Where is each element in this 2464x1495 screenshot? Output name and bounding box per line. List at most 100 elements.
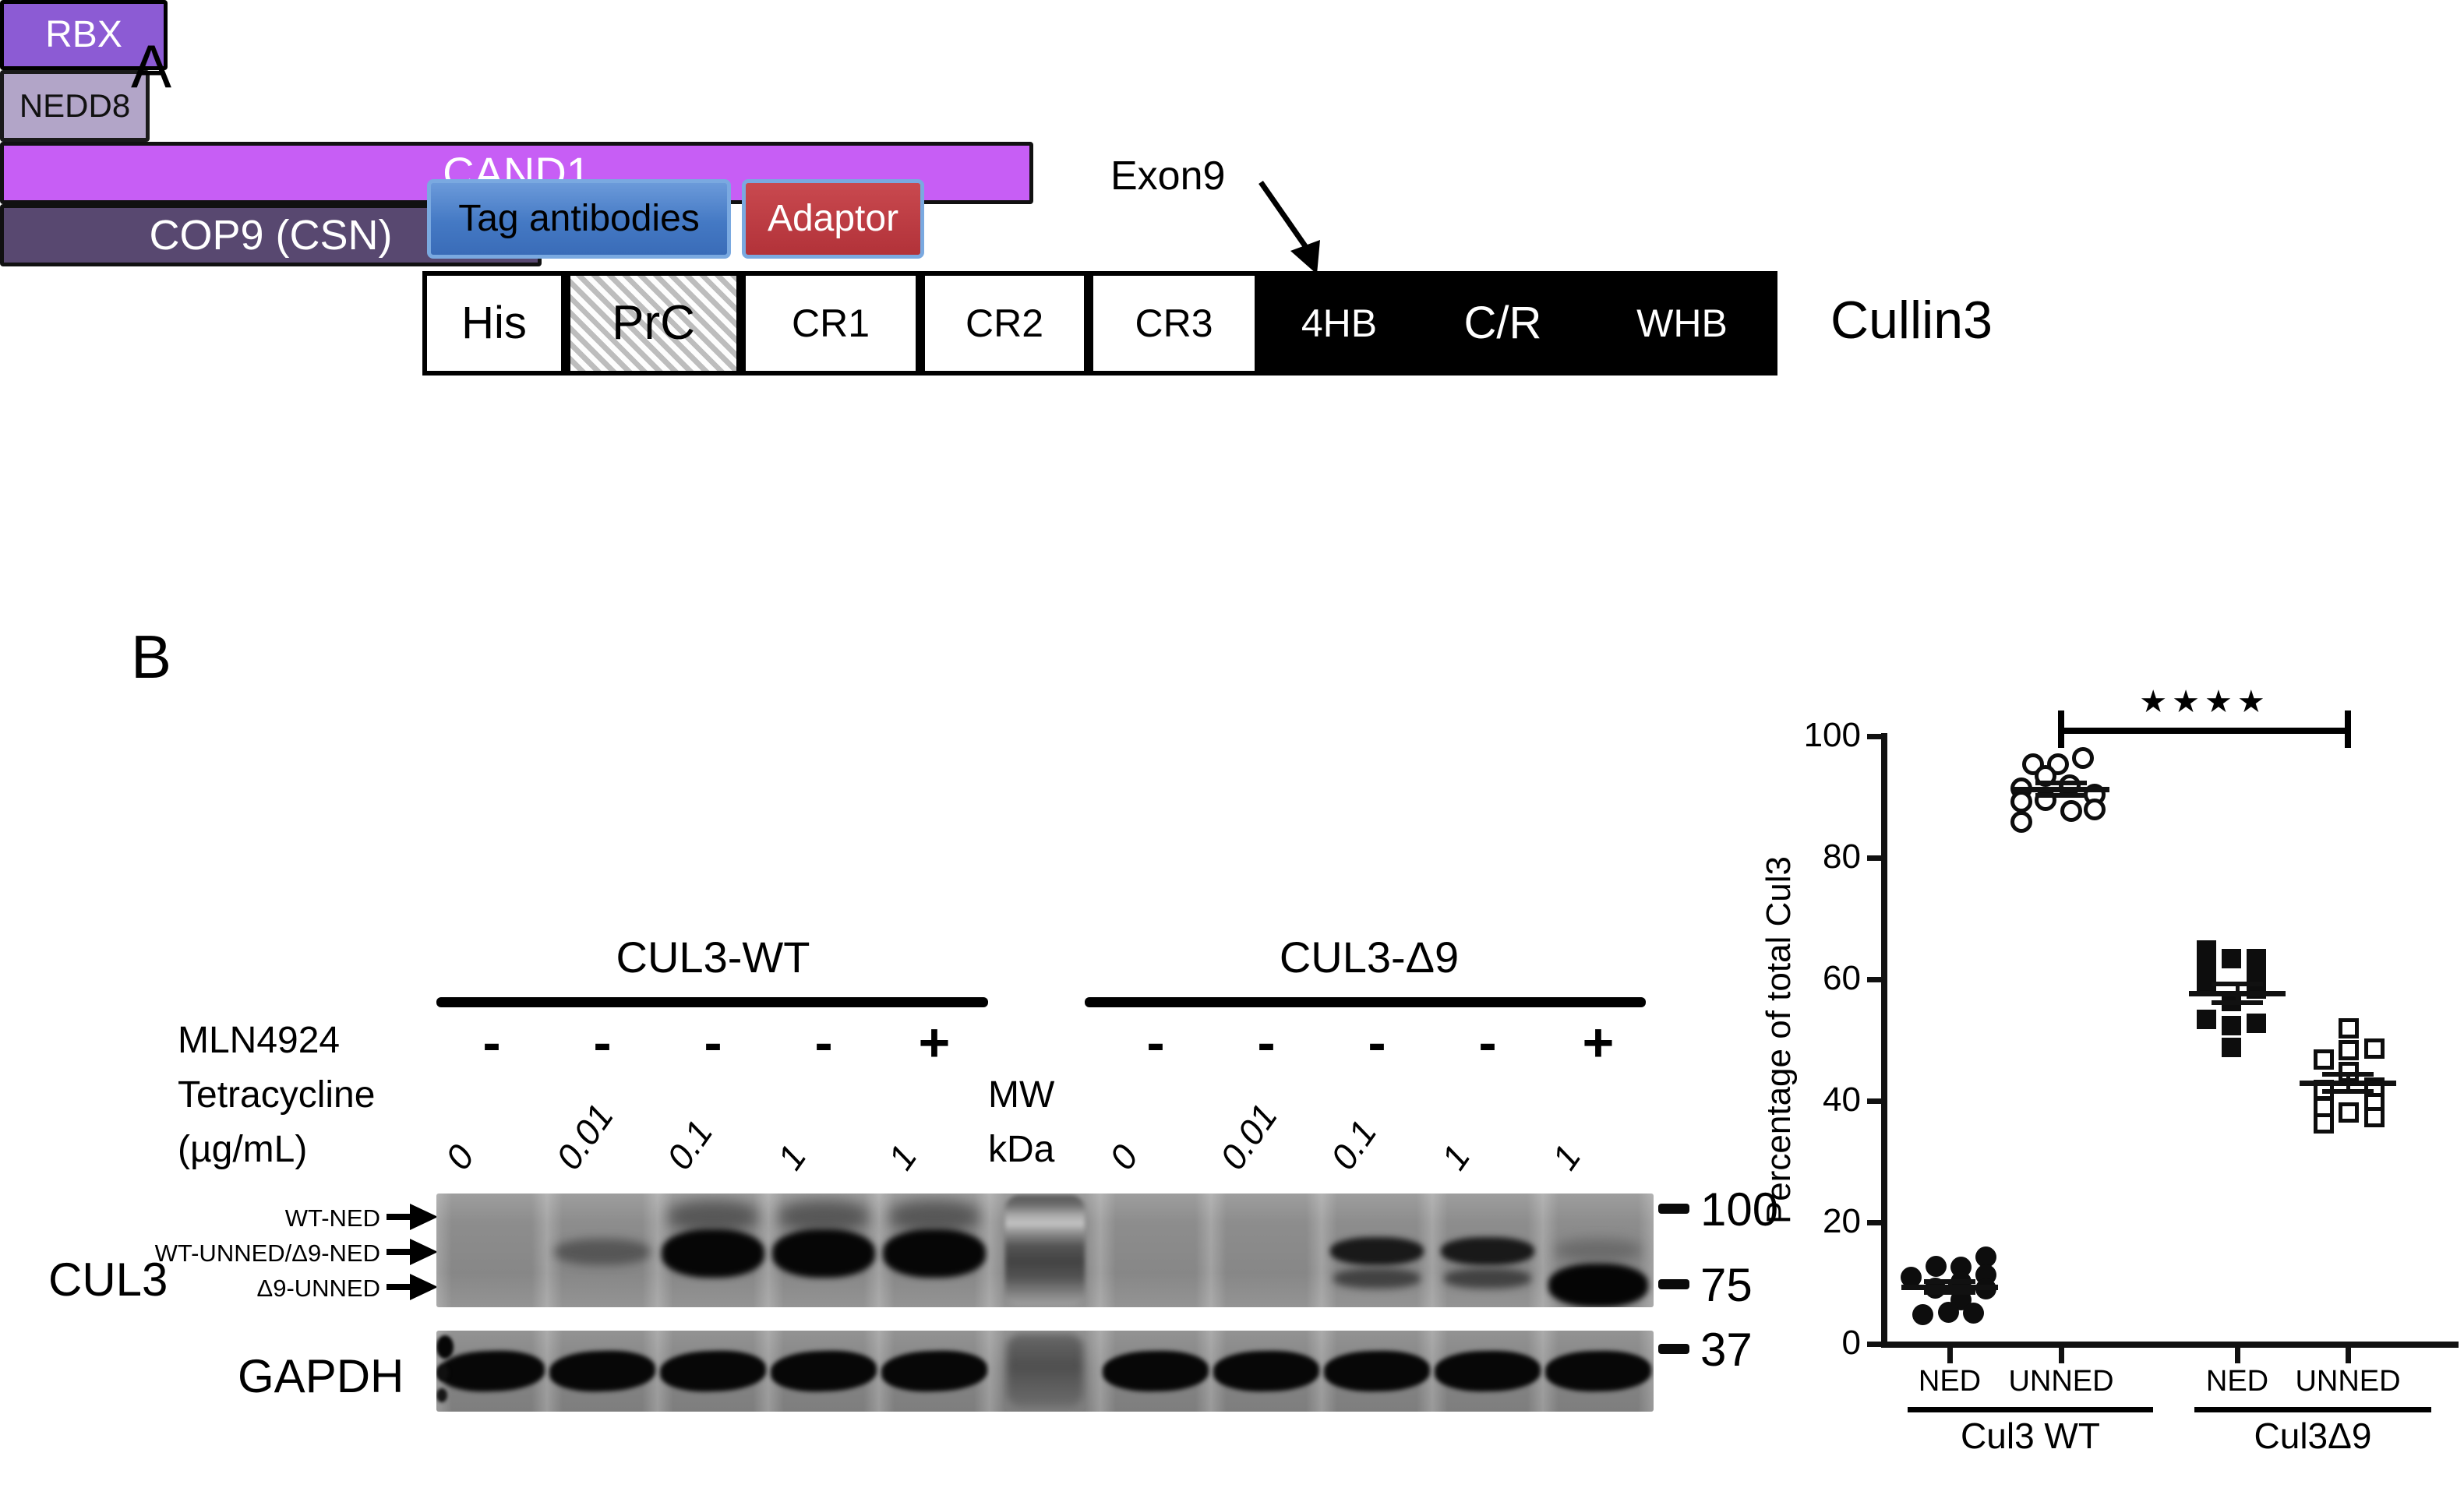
x-tick xyxy=(1947,1348,1953,1363)
mw-dash-37 xyxy=(1658,1344,1689,1354)
cul3-band-strong xyxy=(772,1229,875,1278)
domain-prc: PrC xyxy=(566,271,741,376)
tetracycline-dose: 1 xyxy=(880,1137,925,1177)
adaptor-label: Adaptor xyxy=(767,198,899,239)
band-arrow-line-2 xyxy=(387,1249,411,1255)
x-category-label: NED xyxy=(2205,1365,2269,1398)
sem-stem xyxy=(2060,783,2063,795)
gapdh-edge-speck xyxy=(436,1388,447,1402)
data-point-filled-square xyxy=(2196,957,2216,977)
x-tick xyxy=(2235,1348,2240,1363)
cul3-band-upper xyxy=(1441,1237,1534,1265)
mw-marker-100: 100 xyxy=(1700,1183,1779,1236)
cul3-band-faint xyxy=(554,1239,651,1265)
exon9-arrow xyxy=(1258,181,1320,274)
domain-his: His xyxy=(422,271,566,376)
domain-whb: WHB xyxy=(1587,271,1777,376)
cul3-band-smear xyxy=(668,1200,758,1232)
data-point-open-square xyxy=(2313,1049,2334,1070)
data-point-filled-circle xyxy=(1975,1246,1996,1268)
rbx-box: RBX xyxy=(0,0,168,70)
group-header-cul3-d9: CUL3-Δ9 xyxy=(1279,933,1460,982)
data-point-open-circle xyxy=(2021,753,2044,775)
sem-cap-bottom xyxy=(2322,1088,2374,1094)
cul3-blot-image xyxy=(436,1194,1654,1307)
blot-lane xyxy=(547,1194,658,1307)
mw-dash-75 xyxy=(1658,1279,1689,1289)
tag-antibodies-box: Tag antibodies xyxy=(427,179,731,259)
y-tick xyxy=(1867,855,1883,861)
tetracycline-dose: 1 xyxy=(1544,1137,1589,1177)
cul3-antibody-label: CUL3 xyxy=(48,1253,168,1306)
group-underline-wt xyxy=(436,997,988,1007)
band-arrow-line-1 xyxy=(387,1214,411,1220)
data-point-filled-circle xyxy=(1962,1302,1984,1324)
x-group-label: Cul3Δ9 xyxy=(2254,1416,2372,1456)
data-point-filled-square xyxy=(2221,1015,2241,1035)
mln-sign: - xyxy=(593,1012,612,1073)
data-point-open-circle xyxy=(2071,746,2094,769)
data-point-filled-square xyxy=(2246,1013,2266,1033)
data-point-filled-circle xyxy=(1900,1266,1922,1288)
mln-sign: - xyxy=(814,1012,833,1073)
gapdh-blot-image xyxy=(436,1331,1654,1412)
exon9-label: Exon9 xyxy=(1110,153,1226,199)
rbx-label: RBX xyxy=(45,14,122,55)
cul3-band-upper xyxy=(1330,1237,1424,1265)
blot-lane xyxy=(1211,1194,1322,1307)
data-point-filled-square xyxy=(2221,1037,2241,1057)
gapdh-band xyxy=(1102,1349,1209,1393)
mln-sign: - xyxy=(704,1012,722,1073)
blot-lane xyxy=(436,1194,547,1307)
cul3-band-lower xyxy=(1444,1268,1531,1289)
band-arrow-line-3 xyxy=(387,1284,411,1290)
band-arrow-icon-2 xyxy=(410,1239,438,1265)
significance-bracket-left-cap xyxy=(2058,710,2064,748)
data-point-open-square xyxy=(2338,1039,2359,1060)
mw-marker-smear-gapdh xyxy=(1007,1334,1083,1407)
mw-marker-37: 37 xyxy=(1700,1324,1753,1376)
domain-4hb: 4HB xyxy=(1259,271,1419,376)
sem-stem xyxy=(1948,1281,1952,1292)
gapdh-band xyxy=(1434,1349,1541,1393)
y-tick xyxy=(1867,734,1883,739)
gapdh-band xyxy=(1213,1349,1320,1393)
cul3-band-strong-low xyxy=(1548,1264,1648,1307)
mln-sign: - xyxy=(1146,1012,1165,1073)
gapdh-edge-speck xyxy=(436,1335,454,1359)
nedd8-label: NEDD8 xyxy=(19,87,131,124)
mw-marker-smear xyxy=(1005,1195,1085,1306)
y-tick-label: 60 xyxy=(1823,959,1861,997)
band-label-wt-ned: WT-NED xyxy=(284,1204,380,1232)
data-point-filled-circle xyxy=(1925,1256,1947,1278)
data-point-filled-circle xyxy=(1937,1301,1959,1323)
y-tick xyxy=(1867,1098,1883,1104)
sem-cap-bottom xyxy=(2035,792,2087,798)
gapdh-band xyxy=(1544,1349,1652,1393)
data-point-filled-square xyxy=(2221,948,2241,968)
band-label-wt-unned-d9-ned: WT-UNNED/Δ9-NED xyxy=(154,1239,380,1267)
gapdh-edge-speck xyxy=(436,1365,449,1380)
mln-sign: + xyxy=(918,1012,951,1073)
data-point-open-square xyxy=(2338,1102,2359,1123)
mw-label: MW xyxy=(988,1074,1055,1116)
y-tick-label: 40 xyxy=(1823,1081,1861,1119)
significance-bracket xyxy=(2061,728,2348,734)
mln-sign: - xyxy=(1257,1012,1276,1073)
cul3-band-smear xyxy=(889,1200,980,1232)
mln-sign: - xyxy=(1478,1012,1497,1073)
data-point-open-square xyxy=(2313,1112,2334,1134)
data-point-filled-circle xyxy=(1912,1304,1933,1326)
data-point-open-circle xyxy=(2060,799,2082,822)
mln4924-label: MLN4924 xyxy=(178,1020,341,1061)
tetracycline-dose: 1 xyxy=(1433,1137,1478,1177)
y-tick xyxy=(1867,977,1883,982)
tetracycline-dose: 0.01 xyxy=(548,1096,622,1177)
x-category-label: UNNED xyxy=(2295,1365,2401,1398)
cul3-band-strong xyxy=(662,1229,764,1278)
x-category-label: UNNED xyxy=(2008,1365,2114,1398)
x-tick xyxy=(2059,1348,2064,1363)
domain-cr2: CR2 xyxy=(920,271,1089,376)
domain-cr1: CR1 xyxy=(741,271,920,376)
